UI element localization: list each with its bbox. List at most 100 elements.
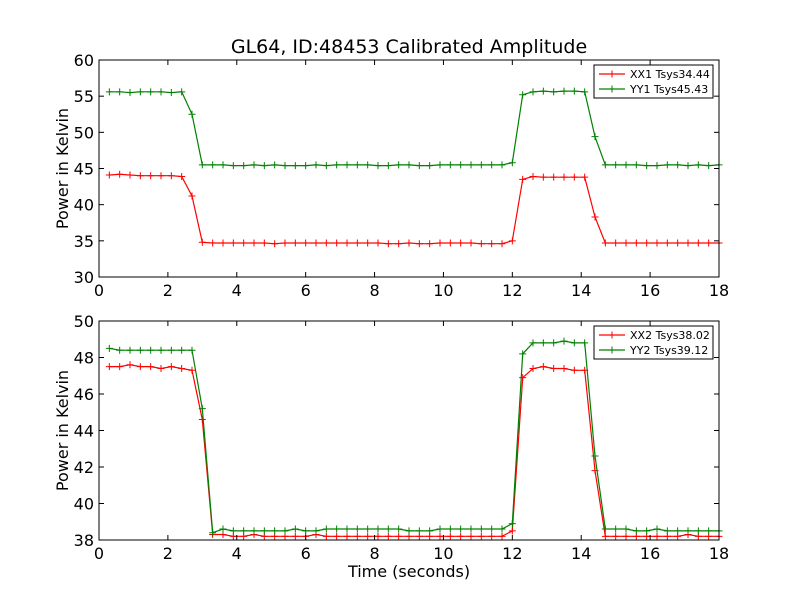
data-point-marker xyxy=(147,363,155,371)
data-point-marker xyxy=(591,133,599,141)
x-tick-label: 8 xyxy=(369,281,379,300)
data-point-marker xyxy=(353,161,361,169)
data-point-marker xyxy=(136,172,144,180)
data-point-marker xyxy=(550,88,558,96)
data-point-marker xyxy=(405,161,413,169)
data-point-marker xyxy=(333,161,341,169)
data-point-marker xyxy=(477,525,485,533)
y-tick-label: 50 xyxy=(74,312,94,331)
data-point-marker xyxy=(622,532,630,540)
data-point-marker xyxy=(529,88,537,96)
data-point-marker xyxy=(653,525,661,533)
data-point-marker xyxy=(498,240,506,248)
data-point-marker xyxy=(167,89,175,97)
y-axis-label: Power in Kelvin xyxy=(53,370,72,491)
data-point-marker xyxy=(663,161,671,169)
data-point-marker xyxy=(622,525,630,533)
data-point-marker xyxy=(498,525,506,533)
data-point-marker xyxy=(312,527,320,535)
data-point-marker xyxy=(209,239,217,247)
data-point-marker xyxy=(395,532,403,540)
data-point-marker xyxy=(426,240,434,248)
data-point-marker xyxy=(209,161,217,169)
data-point-marker xyxy=(353,525,361,533)
x-tick-label: 4 xyxy=(232,544,242,563)
data-point-marker xyxy=(374,532,382,540)
data-point-marker xyxy=(167,172,175,180)
data-point-marker xyxy=(188,192,196,200)
data-point-marker xyxy=(467,161,475,169)
data-point-marker xyxy=(446,525,454,533)
data-point-marker xyxy=(219,239,227,247)
data-point-marker xyxy=(643,162,651,170)
data-point-marker xyxy=(281,239,289,247)
y-axis-label: Power in Kelvin xyxy=(53,108,72,229)
data-point-marker xyxy=(147,172,155,180)
data-point-marker xyxy=(457,532,465,540)
data-point-marker xyxy=(136,88,144,96)
data-point-marker xyxy=(519,350,527,358)
data-point-marker xyxy=(529,339,537,347)
data-point-marker xyxy=(539,87,547,95)
x-tick-label: 12 xyxy=(502,281,522,300)
data-point-marker xyxy=(601,525,609,533)
data-point-marker xyxy=(508,527,516,535)
data-point-marker xyxy=(560,87,568,95)
data-point-marker xyxy=(260,239,268,247)
data-point-marker xyxy=(581,88,589,96)
y-tick-label: 40 xyxy=(74,495,94,514)
data-point-marker xyxy=(188,366,196,374)
y-tick-label: 40 xyxy=(74,196,94,215)
data-point-marker xyxy=(116,88,124,96)
data-point-marker xyxy=(539,363,547,371)
y-tick-label: 48 xyxy=(74,349,94,368)
data-point-marker xyxy=(467,532,475,540)
data-point-marker xyxy=(384,525,392,533)
x-tick-label: 16 xyxy=(640,544,660,563)
data-point-marker xyxy=(705,527,713,535)
data-point-marker xyxy=(105,88,113,96)
data-point-marker xyxy=(560,337,568,345)
data-point-marker xyxy=(157,88,165,96)
legend-item: XX2 Tsys38.02 xyxy=(599,329,710,342)
data-point-marker xyxy=(477,161,485,169)
data-point-marker xyxy=(570,339,578,347)
x-tick-label: 0 xyxy=(94,281,104,300)
data-point-marker xyxy=(674,239,682,247)
x-tick-label: 8 xyxy=(369,544,379,563)
data-point-marker xyxy=(694,527,702,535)
data-point-marker xyxy=(136,346,144,354)
data-point-marker xyxy=(508,159,516,167)
data-point-marker xyxy=(529,172,537,180)
series-2 xyxy=(105,337,723,537)
data-point-marker xyxy=(343,532,351,540)
data-point-marker xyxy=(560,173,568,181)
data-point-marker xyxy=(188,346,196,354)
data-point-marker xyxy=(126,171,134,179)
y-tick-label: 50 xyxy=(74,123,94,142)
data-point-marker xyxy=(229,162,237,170)
data-point-marker xyxy=(581,339,589,347)
x-tick-label: 10 xyxy=(433,544,453,563)
data-point-marker xyxy=(395,240,403,248)
data-point-marker xyxy=(157,346,165,354)
data-point-marker xyxy=(178,88,186,96)
data-point-marker xyxy=(446,161,454,169)
x-tick-label: 2 xyxy=(163,544,173,563)
x-tick-label: 14 xyxy=(571,544,591,563)
data-point-marker xyxy=(198,238,206,246)
data-point-marker xyxy=(601,161,609,169)
data-point-marker xyxy=(374,525,382,533)
data-point-marker xyxy=(508,520,516,528)
data-point-marker xyxy=(178,346,186,354)
data-point-marker xyxy=(643,527,651,535)
data-point-marker xyxy=(395,525,403,533)
data-point-marker xyxy=(426,162,434,170)
data-point-marker xyxy=(550,364,558,372)
data-point-marker xyxy=(539,173,547,181)
x-tick-label: 12 xyxy=(502,544,522,563)
x-tick-label: 6 xyxy=(301,544,311,563)
data-point-marker xyxy=(488,532,496,540)
data-point-marker xyxy=(353,239,361,247)
